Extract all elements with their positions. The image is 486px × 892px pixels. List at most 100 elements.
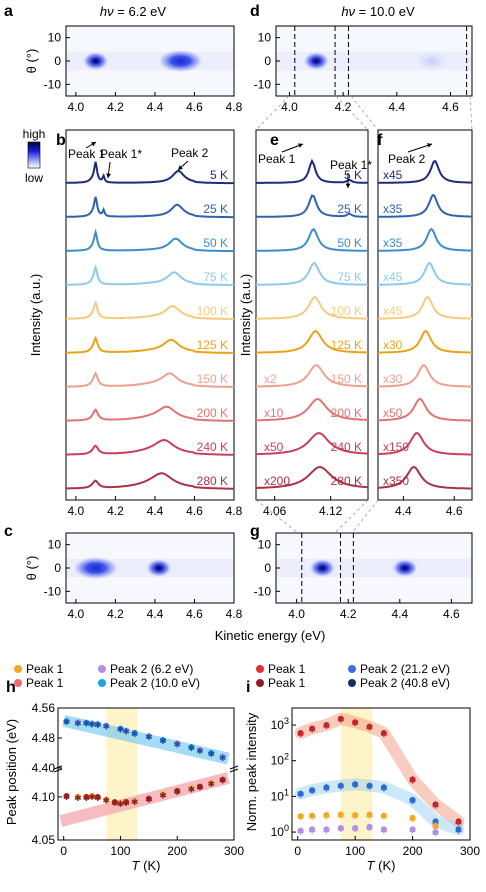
arrow-peak1star-e-head (345, 183, 351, 188)
point-peak2-h (160, 736, 167, 743)
x-tick-label-d-2: 4.4 (388, 100, 405, 114)
y-tick-label-d-1: 0 (264, 54, 271, 68)
x-tick-label-b-0: 4.0 (68, 504, 85, 518)
star-peak1-h: ✱ (159, 790, 167, 800)
point-peak1-10eV-i (455, 818, 462, 825)
point-peak2-62eV-i-star: ✱ (297, 827, 305, 837)
point-peak2-10eV-i (297, 790, 304, 797)
connector-2 (350, 95, 379, 131)
axis-break-h-right (229, 765, 239, 770)
heatmap-blob-d-1 (412, 49, 451, 73)
series-label-b-8: 240 K (197, 440, 228, 454)
point-peak2-62eV-i-star: ✱ (308, 825, 316, 835)
point-peak1-62eV-i-star: ✱ (380, 812, 388, 822)
scale-label-e-6: x2 (264, 372, 277, 386)
y-tick-label-h-upper-0: 4.56 (32, 701, 56, 715)
x-tick-label-a-4: 4.8 (226, 100, 243, 114)
series-label-b-1: 25 K (203, 202, 228, 216)
panel-letter-e: e (270, 132, 279, 149)
star-peak2-h: ✱ (102, 722, 110, 732)
point-peak2-10eV-i-star: ✱ (409, 796, 417, 806)
point-peak2-10eV-i-star: ✱ (297, 790, 305, 800)
star-peak1-h: ✱ (173, 787, 181, 797)
star-peak2-h: ✱ (94, 720, 102, 730)
star-peak1-h: ✱ (111, 798, 119, 808)
series-label-e-1: 25 K (337, 202, 362, 216)
spectrum-b-5K (66, 161, 234, 185)
point-peak1-h (208, 780, 215, 787)
series-label-b-2: 50 K (203, 236, 228, 250)
point-peak2-10eV-i (323, 784, 330, 791)
spectrum-f-25K (378, 194, 472, 218)
x-tick-label-h-0: 0 (60, 844, 67, 858)
arrow-peak2-b-head (178, 165, 183, 170)
star-peak1-h: ✱ (196, 783, 204, 793)
heatmap-band-g (276, 558, 472, 578)
point-peak2-h (188, 744, 195, 750)
point-peak1-10eV-i (297, 729, 304, 736)
point-peak1-h (196, 783, 203, 790)
x-tick-label-b-1: 4.2 (107, 504, 124, 518)
y-tick-label-i-1: 102 (271, 752, 289, 768)
star-peak2-h: ✱ (88, 719, 96, 729)
y-tick-label-d-0: 10 (258, 31, 272, 45)
point-peak2-h (74, 719, 81, 726)
heatmap-blob-d-0 (302, 51, 331, 71)
point-peak1-62eV-i-star: ✱ (366, 811, 374, 821)
x-axis-label-kinetic-energy: Kinetic energy (eV) (215, 628, 326, 643)
point-peak2-10eV-i-star: ✱ (323, 783, 331, 793)
spectrum-b-150K (66, 371, 234, 388)
point-peak2-h (196, 747, 203, 753)
spectrum-e-150K (256, 364, 368, 388)
point-peak1-h (131, 798, 138, 805)
point-peak2-10eV-i (409, 796, 416, 803)
y-tick-label-c-2: -10 (44, 584, 62, 598)
annotation-peak1-e: Peak 1 (258, 152, 296, 166)
point-peak1-10eV-i-star: ✱ (337, 715, 345, 725)
y-axis-label-b: Intensity (a.u.) (28, 274, 43, 356)
x-tick-label-c-1: 4.2 (107, 607, 124, 621)
point-peak2-h (123, 727, 130, 734)
x-tick-label-b-4: 4.8 (226, 504, 243, 518)
point-peak1-62eV-i (366, 811, 373, 818)
frame-i (291, 707, 471, 841)
y-axis-label-a: θ (°) (24, 49, 39, 74)
point-peak2-10eV-i (432, 818, 439, 825)
spectrum-e-240K (256, 432, 369, 456)
legend-label-i-3: Peak 2 (40.8 eV) (360, 676, 450, 690)
title-a: hν = 6.2 eV (100, 4, 166, 19)
star-peak2-h: ✱ (219, 753, 227, 763)
spectrum-e-200K (256, 397, 369, 422)
x-tick-label-g-0: 4.0 (288, 607, 305, 621)
point-peak1-h (103, 796, 110, 803)
point-peak2-h (83, 719, 90, 726)
point-peak1-h (111, 799, 118, 806)
point-peak2-10eV-i-star: ✱ (432, 817, 440, 827)
y-axis-label-e: Intensity (a.u.) (238, 274, 253, 356)
star-peak2-h: ✱ (117, 725, 125, 735)
y-tick-label-a-1: 0 (54, 54, 61, 68)
x-tick-label-c-2: 4.4 (147, 607, 164, 621)
series-label-b-0: 5 K (210, 168, 228, 182)
arrow-peak1star-b-head (106, 173, 111, 178)
panel-letter-i: i (246, 679, 250, 696)
star-peak1-h: ✱ (188, 784, 196, 794)
scale-label-f-9: x350 (383, 474, 409, 488)
point-peak1-10eV-i-star: ✱ (455, 817, 463, 827)
point-peak2-62eV-i (366, 823, 373, 830)
series-label-e-9: 280 K (331, 474, 362, 488)
x-tick-label-b-3: 4.6 (186, 504, 203, 518)
star-peak1-h: ✱ (208, 779, 216, 789)
panel-letter-a: a (4, 3, 13, 20)
point-peak1-h (188, 785, 195, 792)
x-tick-label-i-1: 100 (345, 844, 365, 858)
star-peak1-h: ✱ (88, 792, 96, 802)
connector-4 (255, 499, 299, 534)
star-peak2-h: ✱ (83, 719, 91, 729)
y-tick-label-h-upper-2: 4.40 (32, 761, 56, 775)
spectrum-b-280K (66, 472, 234, 490)
point-peak1-10eV-i-star: ✱ (308, 724, 316, 734)
fit-band-peak2-i (294, 778, 465, 836)
point-peak1-62eV-i-star: ✱ (297, 812, 305, 822)
legend-label-i-1: Peak 2 (21.2 eV) (360, 662, 450, 676)
